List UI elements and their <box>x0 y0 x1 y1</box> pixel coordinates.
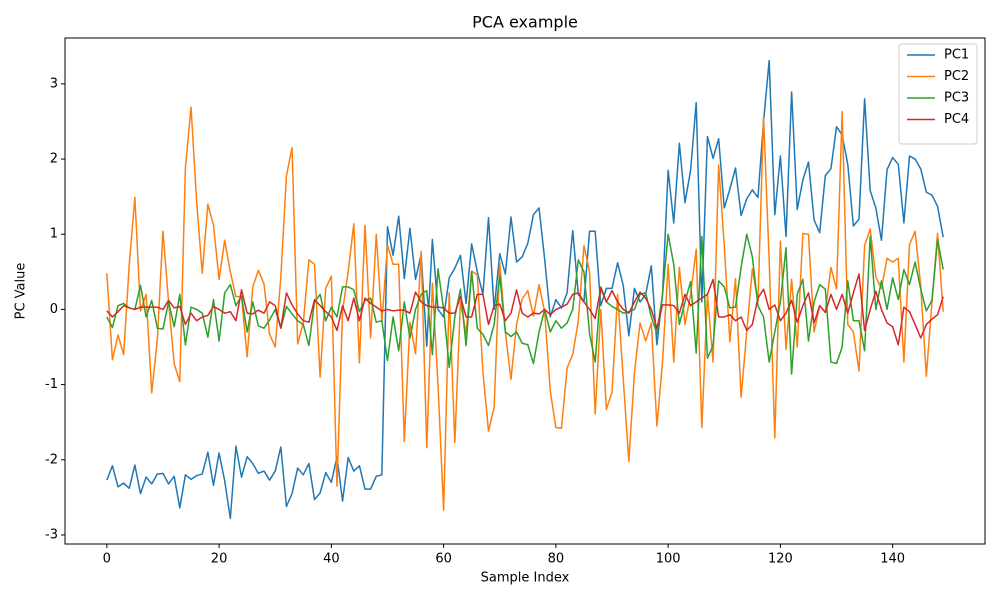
x-tick-label: 60 <box>435 552 452 567</box>
x-tick-label: 100 <box>656 552 681 567</box>
y-tick-label: 3 <box>50 76 58 91</box>
chart-title: PCA example <box>472 13 578 32</box>
y-tick-label: -2 <box>45 452 58 467</box>
series-line <box>106 59 944 520</box>
legend-label: PC1 <box>944 48 969 63</box>
series-line <box>106 106 944 511</box>
legend-label: PC4 <box>944 112 969 127</box>
x-tick-label: 120 <box>768 552 793 567</box>
y-tick-label: 2 <box>50 152 58 167</box>
plot-frame <box>64 37 986 545</box>
series-line <box>106 273 944 346</box>
y-tick-label: -3 <box>45 527 58 542</box>
y-tick-label: 0 <box>50 302 58 317</box>
legend-label: PC3 <box>944 91 969 106</box>
x-tick-label: 0 <box>103 552 111 567</box>
x-tick-label: 140 <box>880 552 905 567</box>
series-line <box>106 233 944 375</box>
legend-label: PC2 <box>944 69 969 84</box>
x-tick-label: 40 <box>323 552 340 567</box>
x-tick-label: 20 <box>211 552 228 567</box>
y-tick-label: -1 <box>45 377 58 392</box>
x-axis-label: Sample Index <box>481 571 570 586</box>
x-tick-label: 80 <box>548 552 565 567</box>
y-tick-label: 1 <box>50 227 58 242</box>
y-axis-label: PC Value <box>14 263 29 320</box>
